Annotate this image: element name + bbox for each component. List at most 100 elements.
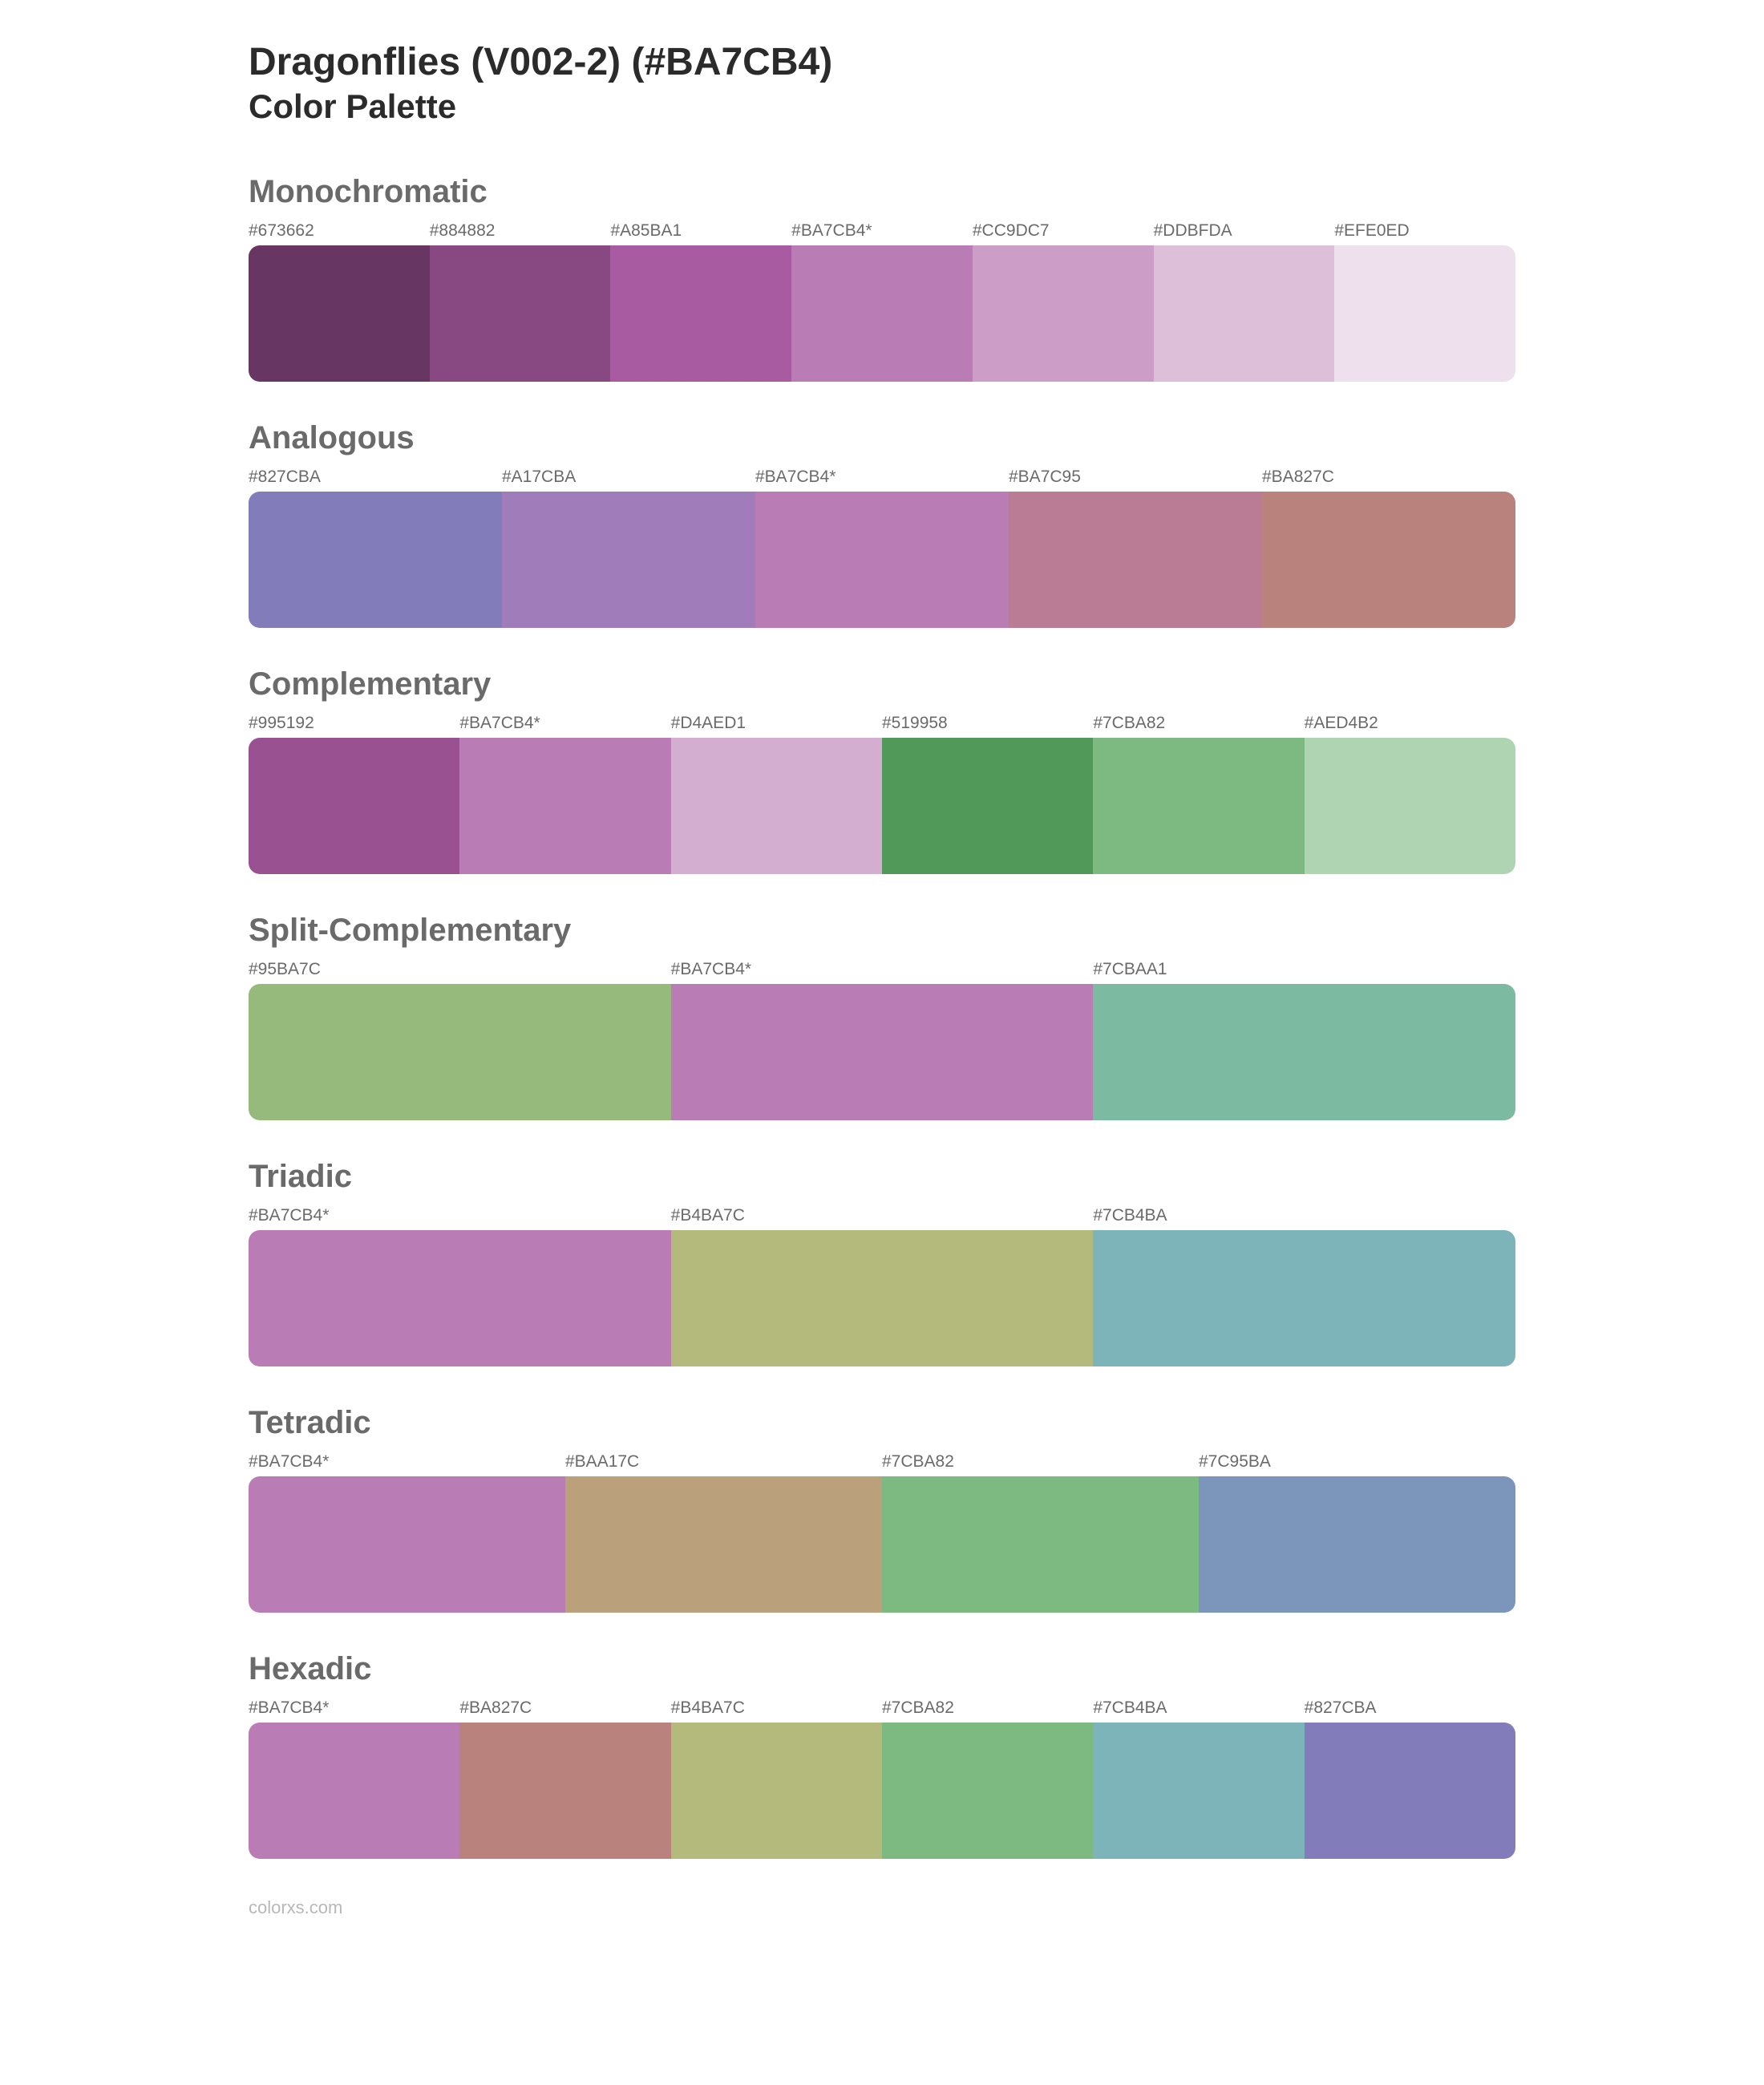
swatch-label: #BA7C95 <box>1009 468 1262 492</box>
color-swatch <box>502 492 755 628</box>
color-swatch <box>755 492 1009 628</box>
palette-section: Split-Complementary #95BA7C#BA7CB4*#7CBAA… <box>249 913 1515 1120</box>
swatch-label: #CC9DC7 <box>973 221 1154 245</box>
swatch-label: #B4BA7C <box>671 1206 1094 1230</box>
palette-sections: Monochromatic#673662#884882#A85BA1#BA7CB… <box>249 174 1515 1859</box>
color-swatch <box>459 738 670 874</box>
color-swatch <box>791 245 973 382</box>
palette-section: Analogous #827CBA#A17CBA#BA7CB4*#BA7C95#B… <box>249 420 1515 628</box>
swatch-row <box>249 245 1515 382</box>
swatch-label: #BA7CB4* <box>791 221 973 245</box>
color-swatch <box>671 1723 882 1859</box>
swatch-label: #BA827C <box>1262 468 1515 492</box>
swatch-row <box>249 984 1515 1120</box>
section-title: Triadic <box>249 1159 1515 1195</box>
swatch-label: #673662 <box>249 221 430 245</box>
section-title: Monochromatic <box>249 174 1515 210</box>
swatch-label: #A85BA1 <box>610 221 791 245</box>
swatch-label: #7C95BA <box>1199 1452 1515 1476</box>
color-swatch <box>882 1476 1199 1613</box>
color-swatch <box>1093 984 1515 1120</box>
color-swatch <box>249 1723 459 1859</box>
swatch-label: #7CB4BA <box>1093 1698 1304 1723</box>
swatch-label: #A17CBA <box>502 468 755 492</box>
color-swatch <box>459 1723 670 1859</box>
color-swatch <box>565 1476 882 1613</box>
swatch-labels-row: #BA7CB4*#BAA17C#7CBA82#7C95BA <box>249 1452 1515 1476</box>
color-swatch <box>610 245 791 382</box>
swatch-label: #BA7CB4* <box>755 468 1009 492</box>
color-swatch <box>1262 492 1515 628</box>
swatch-label: #7CBAA1 <box>1093 960 1515 984</box>
color-swatch <box>1305 1723 1515 1859</box>
swatch-labels-row: #673662#884882#A85BA1#BA7CB4*#CC9DC7#DDB… <box>249 221 1515 245</box>
swatch-label: #BA7CB4* <box>459 714 670 738</box>
swatch-label: #BA7CB4* <box>671 960 1094 984</box>
swatch-labels-row: #95BA7C#BA7CB4*#7CBAA1 <box>249 960 1515 984</box>
section-title: Complementary <box>249 666 1515 702</box>
color-swatch <box>671 984 1094 1120</box>
color-swatch <box>1305 738 1515 874</box>
swatch-row <box>249 492 1515 628</box>
swatch-label: #995192 <box>249 714 459 738</box>
section-title: Split-Complementary <box>249 913 1515 949</box>
color-swatch <box>882 738 1093 874</box>
color-swatch <box>249 1230 671 1366</box>
color-swatch <box>430 245 611 382</box>
swatch-labels-row: #BA7CB4*#B4BA7C#7CB4BA <box>249 1206 1515 1230</box>
footer-credit: colorxs.com <box>249 1897 1515 1918</box>
swatch-label: #EFE0ED <box>1334 221 1515 245</box>
swatch-label: #BA827C <box>459 1698 670 1723</box>
color-swatch <box>882 1723 1093 1859</box>
swatch-label: #7CBA82 <box>882 1452 1199 1476</box>
swatch-label: #BA7CB4* <box>249 1698 459 1723</box>
swatch-label: #7CB4BA <box>1093 1206 1515 1230</box>
swatch-labels-row: #BA7CB4*#BA827C#B4BA7C#7CBA82#7CB4BA#827… <box>249 1698 1515 1723</box>
swatch-label: #519958 <box>882 714 1093 738</box>
color-swatch <box>973 245 1154 382</box>
color-swatch <box>249 984 671 1120</box>
palette-section: Triadic #BA7CB4*#B4BA7C#7CB4BA <box>249 1159 1515 1366</box>
section-title: Analogous <box>249 420 1515 456</box>
color-swatch <box>249 1476 565 1613</box>
swatch-row <box>249 1230 1515 1366</box>
palette-section: Complementary #995192#BA7CB4*#D4AED1#5199… <box>249 666 1515 874</box>
swatch-row <box>249 738 1515 874</box>
color-swatch <box>1334 245 1515 382</box>
color-swatch <box>1093 1230 1515 1366</box>
palette-section: Hexadic #BA7CB4*#BA827C#B4BA7C#7CBA82#7CB… <box>249 1651 1515 1859</box>
swatch-label: #D4AED1 <box>671 714 882 738</box>
swatch-label: #7CBA82 <box>882 1698 1093 1723</box>
color-swatch <box>249 738 459 874</box>
swatch-label: #BA7CB4* <box>249 1206 671 1230</box>
color-swatch <box>671 1230 1094 1366</box>
swatch-label: #884882 <box>430 221 611 245</box>
swatch-label: #BAA17C <box>565 1452 882 1476</box>
page-subtitle: Color Palette <box>249 87 1515 126</box>
swatch-labels-row: #995192#BA7CB4*#D4AED1#519958#7CBA82#AED… <box>249 714 1515 738</box>
color-swatch <box>249 492 502 628</box>
swatch-row <box>249 1723 1515 1859</box>
swatch-labels-row: #827CBA#A17CBA#BA7CB4*#BA7C95#BA827C <box>249 468 1515 492</box>
swatch-label: #B4BA7C <box>671 1698 882 1723</box>
palette-section: Monochromatic #673662#884882#A85BA1#BA7CB… <box>249 174 1515 382</box>
section-title: Tetradic <box>249 1405 1515 1441</box>
palette-section: Tetradic #BA7CB4*#BAA17C#7CBA82#7C95BA <box>249 1405 1515 1613</box>
color-swatch <box>1093 1723 1304 1859</box>
swatch-label: #7CBA82 <box>1093 714 1304 738</box>
color-swatch <box>671 738 882 874</box>
color-swatch <box>1154 245 1335 382</box>
section-title: Hexadic <box>249 1651 1515 1687</box>
color-swatch <box>1093 738 1304 874</box>
color-swatch <box>1009 492 1262 628</box>
page-title: Dragonflies (V002-2) (#BA7CB4) <box>249 40 1515 84</box>
swatch-label: #95BA7C <box>249 960 671 984</box>
swatch-row <box>249 1476 1515 1613</box>
swatch-label: #DDBFDA <box>1154 221 1335 245</box>
swatch-label: #827CBA <box>249 468 502 492</box>
color-swatch <box>249 245 430 382</box>
swatch-label: #827CBA <box>1305 1698 1515 1723</box>
swatch-label: #AED4B2 <box>1305 714 1515 738</box>
color-swatch <box>1199 1476 1515 1613</box>
swatch-label: #BA7CB4* <box>249 1452 565 1476</box>
